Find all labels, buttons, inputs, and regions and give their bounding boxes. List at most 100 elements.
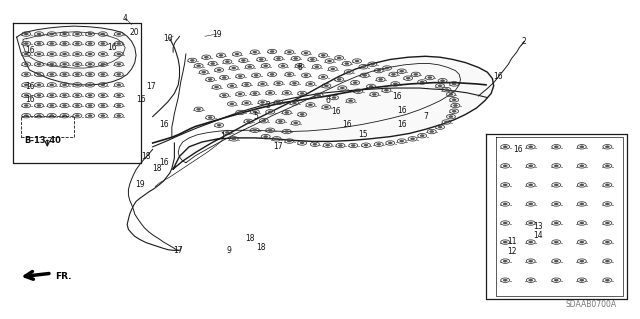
Circle shape: [529, 260, 532, 262]
Text: 16: 16: [159, 120, 168, 129]
Circle shape: [605, 241, 609, 243]
Circle shape: [117, 33, 121, 35]
Circle shape: [260, 83, 264, 85]
Circle shape: [353, 82, 357, 84]
Circle shape: [411, 138, 415, 140]
Circle shape: [76, 33, 79, 35]
Circle shape: [268, 129, 272, 131]
Circle shape: [101, 63, 105, 65]
Text: 8: 8: [297, 63, 302, 72]
Text: 16: 16: [136, 95, 146, 104]
Circle shape: [406, 77, 410, 79]
Circle shape: [554, 260, 558, 262]
Circle shape: [117, 94, 121, 96]
Circle shape: [428, 77, 432, 78]
Text: 2: 2: [522, 37, 527, 46]
Circle shape: [217, 69, 221, 71]
Circle shape: [253, 93, 257, 94]
Circle shape: [503, 203, 508, 205]
Circle shape: [230, 85, 234, 87]
Circle shape: [453, 105, 458, 107]
Circle shape: [276, 101, 280, 103]
Circle shape: [204, 56, 209, 58]
Circle shape: [217, 124, 221, 126]
Circle shape: [101, 73, 105, 75]
Circle shape: [324, 85, 328, 87]
Circle shape: [208, 116, 212, 119]
Circle shape: [50, 33, 54, 35]
Circle shape: [268, 92, 272, 94]
Circle shape: [315, 66, 319, 68]
Circle shape: [117, 105, 121, 107]
Circle shape: [254, 74, 258, 76]
Circle shape: [285, 130, 289, 133]
Circle shape: [308, 104, 312, 106]
Circle shape: [369, 85, 373, 87]
Circle shape: [340, 87, 344, 89]
Circle shape: [259, 58, 263, 61]
Circle shape: [529, 184, 532, 186]
Circle shape: [88, 33, 92, 35]
Circle shape: [225, 61, 229, 63]
Circle shape: [76, 63, 79, 65]
Circle shape: [332, 97, 336, 99]
Circle shape: [372, 93, 376, 95]
Circle shape: [388, 142, 392, 144]
Circle shape: [287, 140, 291, 142]
Circle shape: [63, 73, 67, 75]
Circle shape: [24, 84, 28, 86]
Text: 19: 19: [212, 30, 221, 39]
Circle shape: [339, 145, 342, 146]
Circle shape: [414, 73, 418, 75]
Circle shape: [337, 78, 341, 80]
Circle shape: [371, 63, 374, 65]
Circle shape: [300, 93, 304, 94]
Circle shape: [529, 146, 532, 148]
Circle shape: [76, 94, 79, 96]
Circle shape: [246, 120, 250, 122]
Circle shape: [580, 165, 584, 167]
Circle shape: [298, 65, 301, 67]
Text: 16: 16: [513, 145, 523, 154]
Circle shape: [211, 63, 215, 64]
Circle shape: [50, 53, 54, 55]
Circle shape: [328, 60, 332, 62]
Circle shape: [444, 121, 449, 123]
Circle shape: [605, 260, 609, 262]
Circle shape: [529, 203, 532, 205]
Circle shape: [63, 84, 67, 86]
Circle shape: [24, 105, 28, 107]
Circle shape: [76, 84, 79, 86]
Text: 16: 16: [25, 46, 35, 56]
Circle shape: [63, 53, 67, 55]
Text: 6: 6: [325, 96, 330, 105]
Circle shape: [50, 73, 54, 75]
Circle shape: [50, 63, 54, 65]
Circle shape: [37, 105, 41, 107]
Circle shape: [76, 105, 79, 107]
Text: 7: 7: [423, 112, 428, 121]
Circle shape: [554, 165, 558, 167]
Circle shape: [214, 86, 218, 88]
Text: 16: 16: [108, 43, 117, 52]
Circle shape: [529, 165, 532, 167]
Circle shape: [88, 42, 92, 45]
Text: 16: 16: [331, 108, 340, 116]
Circle shape: [76, 53, 79, 55]
Circle shape: [420, 81, 424, 83]
Circle shape: [63, 94, 67, 96]
Circle shape: [232, 138, 236, 140]
Circle shape: [605, 146, 609, 148]
Circle shape: [377, 143, 381, 145]
Circle shape: [101, 94, 105, 96]
Circle shape: [503, 241, 508, 243]
Circle shape: [244, 84, 248, 85]
Circle shape: [88, 115, 92, 117]
Circle shape: [88, 84, 92, 86]
Circle shape: [362, 66, 365, 68]
Circle shape: [264, 136, 268, 137]
Text: 11: 11: [507, 237, 516, 246]
Circle shape: [117, 115, 121, 117]
Text: 16: 16: [342, 120, 351, 129]
Circle shape: [580, 260, 584, 262]
